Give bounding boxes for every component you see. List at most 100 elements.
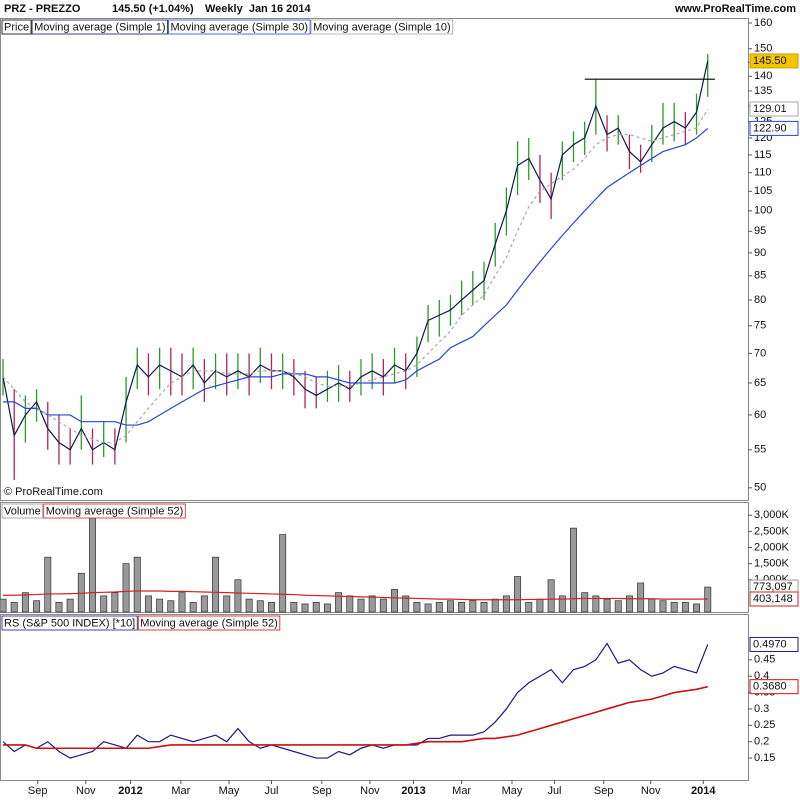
y-tick-label: 60 xyxy=(754,409,766,421)
volume-bar xyxy=(66,598,74,613)
volume-bar xyxy=(312,601,320,613)
volume-bar xyxy=(144,595,152,613)
volume-bar xyxy=(245,598,253,613)
legend-label: Moving average (Simple 10) xyxy=(313,21,451,33)
legend-box xyxy=(1,503,44,519)
volume-bar xyxy=(178,592,186,613)
legend-box xyxy=(168,19,311,35)
x-tick-label: Mar xyxy=(452,785,471,797)
symbol: PRZ - PREZZO xyxy=(4,3,81,15)
last-value-label: 145.50 xyxy=(753,55,787,67)
volume-bar xyxy=(648,598,656,613)
volume-bar xyxy=(100,595,108,613)
y-tick-label: 85 xyxy=(754,270,766,282)
volume-bar xyxy=(379,598,387,613)
volume-bar xyxy=(234,579,242,613)
y-tick-label: 0.15 xyxy=(754,752,775,764)
y-tick-label: 160 xyxy=(754,17,772,29)
legend-box xyxy=(43,503,186,519)
volume-bar xyxy=(446,600,454,613)
last-value-box xyxy=(749,591,799,607)
volume-bar xyxy=(133,556,141,613)
volume-bar xyxy=(603,598,611,613)
quote: 145.50 (+1.04%) xyxy=(112,3,194,15)
legend-label: Moving average (Simple 1) xyxy=(34,21,165,33)
volume-bar xyxy=(424,603,432,613)
volume-bar xyxy=(33,600,41,613)
y-tick-label: 115 xyxy=(754,149,772,161)
x-tick-label: Jul xyxy=(547,785,561,797)
volume-bar xyxy=(0,598,7,613)
volume-bar xyxy=(89,508,96,613)
y-tick-label: 95 xyxy=(754,225,766,237)
volume-bar xyxy=(357,598,365,613)
legend-box xyxy=(310,19,454,35)
volume-bar xyxy=(592,595,600,613)
legend-label: Moving average (Simple 52) xyxy=(140,617,278,629)
panel-frame xyxy=(0,614,749,781)
x-tick-label: Jul xyxy=(264,785,278,797)
volume-bar xyxy=(256,600,264,613)
legend-label: Price xyxy=(4,21,29,33)
period: Weekly Jan 16 2014 xyxy=(205,3,311,15)
line-series xyxy=(3,590,708,601)
last-value-box xyxy=(749,636,799,652)
volume-bar xyxy=(625,595,633,613)
volume-bar xyxy=(55,601,63,613)
volume-bar xyxy=(670,601,678,613)
line-series xyxy=(3,127,709,426)
volume-bar xyxy=(279,534,287,613)
volume-bar xyxy=(323,603,331,613)
volume-bar xyxy=(44,556,52,613)
volume-bar xyxy=(570,527,577,613)
volume-bar xyxy=(290,601,298,613)
y-tick-label: 110 xyxy=(754,167,772,179)
volume-bar xyxy=(480,601,488,613)
x-tick-label: Nov xyxy=(76,785,96,797)
volume-bar xyxy=(525,601,533,613)
volume-bar xyxy=(335,592,343,613)
y-tick-label: 90 xyxy=(754,247,766,259)
y-tick-label: 105 xyxy=(754,185,772,197)
panel-frame xyxy=(0,18,749,501)
y-tick-label: 140 xyxy=(754,70,772,82)
last-value-label: 403,148 xyxy=(753,593,793,605)
legend-label: Volume xyxy=(4,505,41,517)
x-tick-label: 2013 xyxy=(401,785,425,797)
legend-label: RS (S&P 500 INDEX) [*10] xyxy=(4,617,135,629)
x-tick-label: Sep xyxy=(594,785,614,797)
volume-bar xyxy=(156,598,164,613)
y-tick-label: 135 xyxy=(754,85,772,97)
x-tick-label: 2012 xyxy=(118,785,142,797)
x-tick-label: Mar xyxy=(171,785,190,797)
y-tick-label: 0.2 xyxy=(754,736,769,748)
volume-bar xyxy=(469,600,477,613)
y-tick-label: 150 xyxy=(754,43,772,55)
volume-bar xyxy=(681,601,689,613)
last-value-box xyxy=(749,679,799,695)
y-tick-label: 0.3 xyxy=(754,703,769,715)
volume-bar xyxy=(167,600,175,613)
volume-bar xyxy=(368,595,376,613)
volume-bar xyxy=(301,603,309,613)
x-tick-label: 2014 xyxy=(691,785,716,797)
y-tick-label: 50 xyxy=(754,482,766,494)
line-series xyxy=(2,108,709,444)
volume-bar xyxy=(111,592,119,613)
x-tick-label: May xyxy=(502,785,523,797)
volume-bar xyxy=(514,576,522,613)
volume-bar xyxy=(391,589,399,613)
y-tick-label: 65 xyxy=(754,377,766,389)
last-value-label: 0.4970 xyxy=(753,638,787,650)
volume-bar xyxy=(212,556,220,613)
y-tick-label: 0.45 xyxy=(754,654,775,666)
y-tick-label: 55 xyxy=(754,444,766,456)
legend-box xyxy=(1,19,32,35)
volume-bar xyxy=(558,595,566,613)
last-value-label: 0.3680 xyxy=(753,681,787,693)
volume-bar xyxy=(536,598,544,613)
last-value-box xyxy=(749,101,799,117)
volume-bar xyxy=(637,582,645,613)
legend-box xyxy=(31,19,168,35)
x-tick-label: Sep xyxy=(312,785,332,797)
